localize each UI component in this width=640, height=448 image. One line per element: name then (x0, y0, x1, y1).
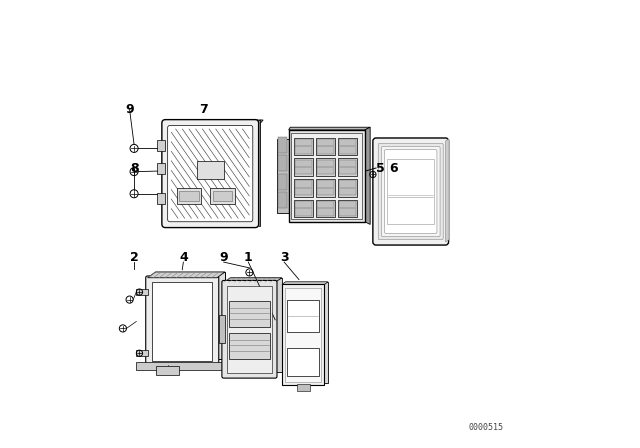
Bar (297, 384, 310, 391)
FancyBboxPatch shape (378, 143, 443, 240)
Bar (157, 140, 165, 151)
Bar (278, 155, 287, 171)
Bar (387, 159, 434, 224)
Bar (294, 179, 313, 197)
Bar (213, 191, 232, 201)
Text: 1: 1 (244, 251, 253, 264)
Bar (227, 286, 271, 373)
Text: 6: 6 (390, 161, 398, 175)
Bar (278, 137, 287, 153)
FancyBboxPatch shape (385, 150, 437, 233)
Polygon shape (136, 362, 225, 370)
Text: 3: 3 (280, 251, 289, 264)
Bar (294, 138, 313, 155)
Bar (230, 278, 282, 372)
Bar (278, 173, 287, 190)
Bar (157, 194, 165, 204)
Bar (196, 161, 223, 179)
Text: 9: 9 (125, 103, 134, 116)
FancyBboxPatch shape (222, 280, 277, 378)
Bar (282, 284, 324, 385)
Bar (317, 180, 334, 195)
Bar (317, 201, 334, 216)
Polygon shape (365, 127, 370, 224)
FancyBboxPatch shape (381, 146, 440, 237)
Text: 0000515: 0000515 (468, 423, 504, 432)
Bar (210, 188, 235, 204)
Polygon shape (147, 272, 225, 278)
Bar (287, 300, 319, 332)
Text: 4: 4 (179, 251, 188, 264)
Bar (338, 200, 357, 217)
Polygon shape (289, 127, 370, 130)
Bar (339, 180, 356, 195)
Bar (291, 133, 362, 219)
FancyBboxPatch shape (168, 125, 253, 222)
Bar (339, 159, 356, 174)
Text: 9: 9 (220, 251, 228, 264)
Bar (316, 158, 335, 176)
Polygon shape (136, 289, 147, 295)
Bar (317, 159, 334, 174)
Bar (229, 301, 270, 327)
Bar (156, 272, 225, 359)
Polygon shape (223, 278, 282, 282)
Bar (157, 163, 165, 174)
Bar (295, 201, 312, 216)
Bar (316, 200, 335, 217)
Bar (338, 138, 357, 155)
Bar (285, 282, 328, 383)
Bar (152, 282, 212, 361)
Polygon shape (168, 120, 263, 123)
Bar (316, 179, 335, 197)
Bar (289, 130, 365, 222)
Text: 8: 8 (130, 161, 138, 175)
Bar (339, 201, 356, 216)
Bar (338, 158, 357, 176)
Bar (285, 288, 321, 382)
Bar (316, 138, 335, 155)
Bar (229, 333, 270, 359)
Bar (287, 348, 319, 376)
Bar (179, 191, 198, 201)
Polygon shape (136, 349, 147, 357)
Bar (278, 192, 287, 208)
Bar (295, 159, 312, 174)
Bar (295, 180, 312, 195)
Bar (277, 139, 289, 213)
Polygon shape (282, 282, 328, 284)
Bar (317, 139, 334, 154)
Polygon shape (445, 139, 449, 242)
Bar (338, 179, 357, 197)
FancyBboxPatch shape (146, 276, 219, 367)
Bar (294, 200, 313, 217)
Bar (294, 158, 313, 176)
Bar (339, 139, 356, 154)
Bar (177, 188, 201, 204)
Bar (156, 366, 179, 375)
Text: 7: 7 (199, 103, 208, 116)
Polygon shape (255, 120, 260, 227)
Text: 5: 5 (376, 161, 385, 175)
Text: 2: 2 (130, 251, 138, 264)
Bar (219, 315, 225, 343)
FancyBboxPatch shape (162, 120, 259, 228)
Bar (295, 139, 312, 154)
FancyBboxPatch shape (373, 138, 449, 245)
